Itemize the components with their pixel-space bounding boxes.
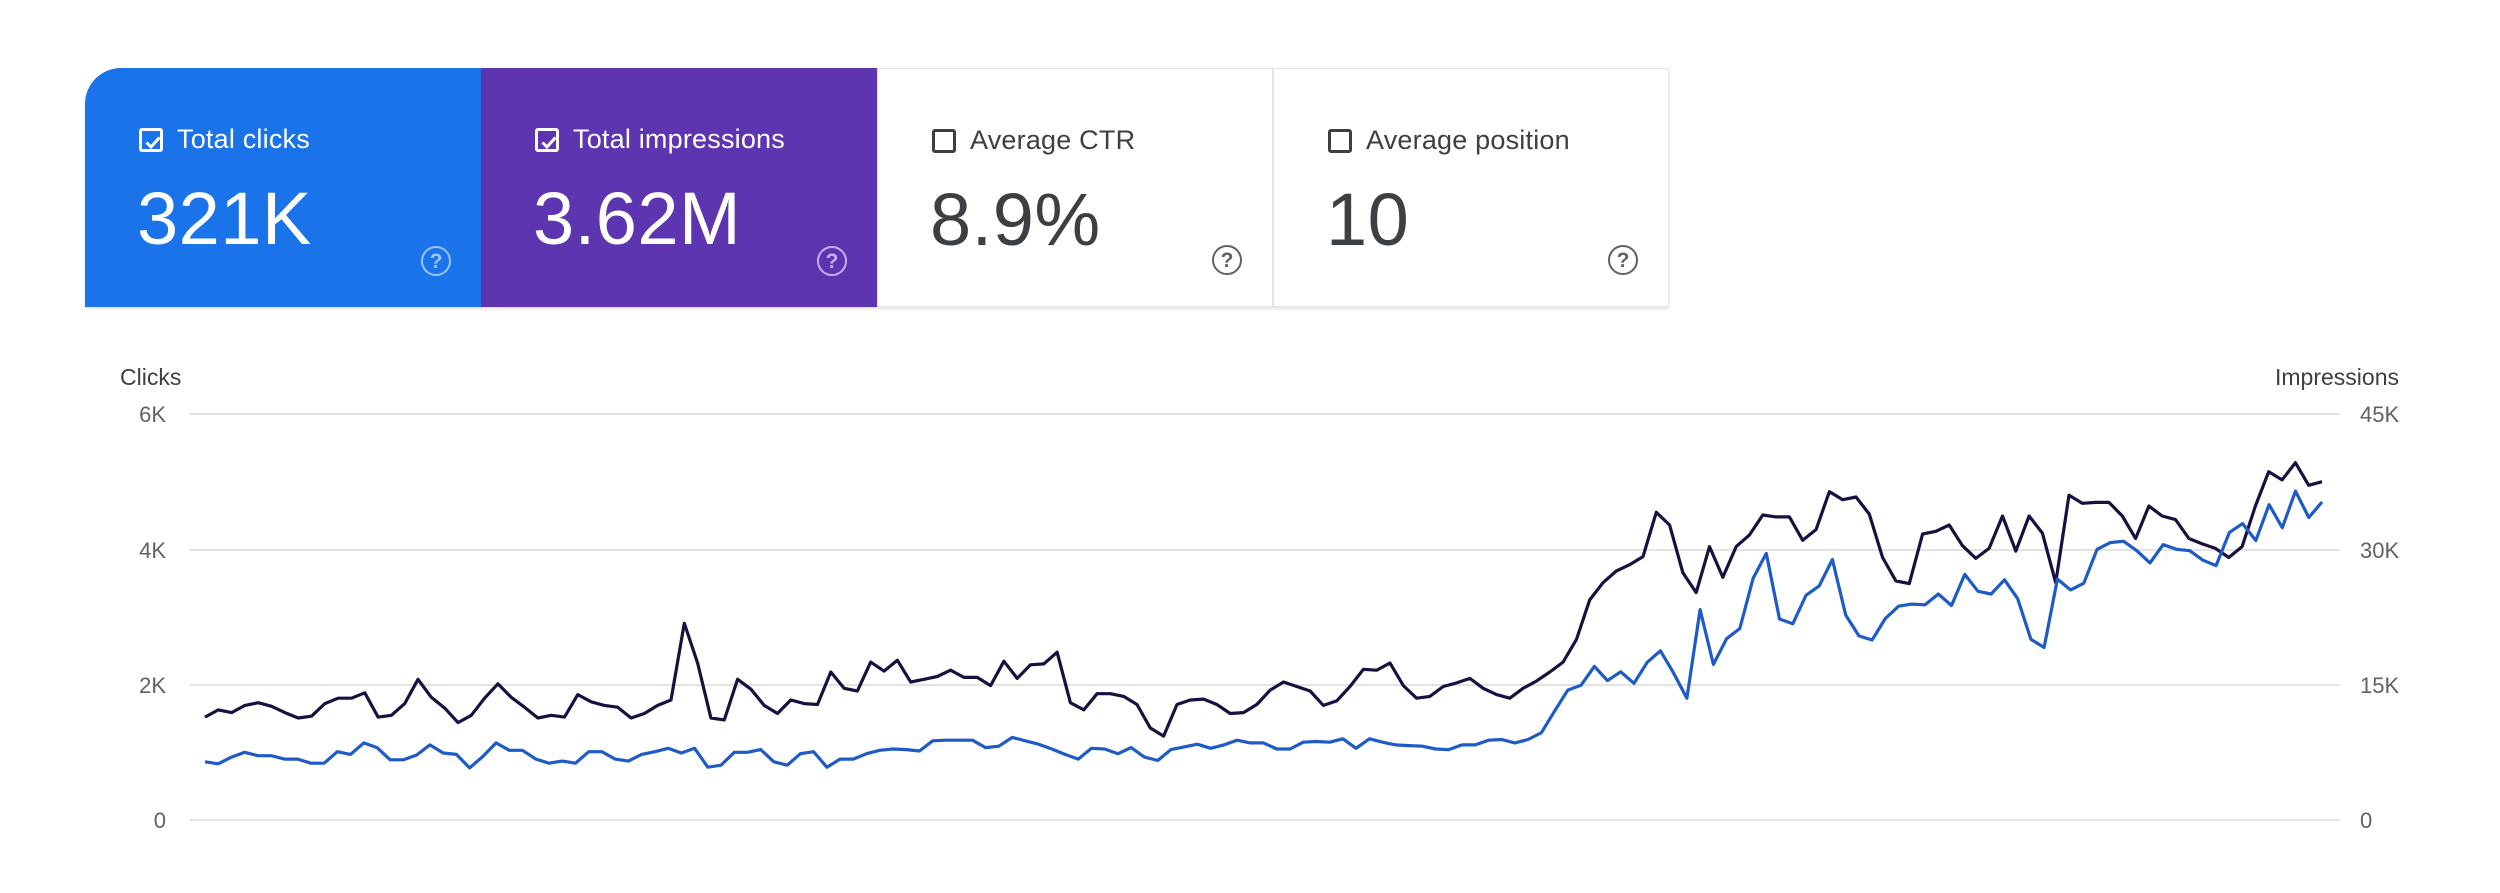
right-tick-45k: 45K bbox=[2360, 402, 2400, 427]
metric-value: 8.9% bbox=[930, 178, 1101, 261]
metric-value: 321K bbox=[137, 177, 312, 260]
impressions-line bbox=[204, 461, 2323, 738]
metric-card-average-position[interactable]: Average position 10? bbox=[1273, 68, 1669, 307]
metric-card-average-ctr[interactable]: Average CTR 8.9%? bbox=[877, 68, 1273, 307]
metric-card-label-row: Average position bbox=[1328, 125, 1570, 156]
left-tick-0: 0 bbox=[153, 808, 166, 833]
help-icon[interactable]: ? bbox=[1212, 245, 1242, 275]
checkbox-unchecked-icon[interactable] bbox=[932, 128, 956, 153]
left-axis-title: Clicks bbox=[120, 364, 182, 390]
left-tick-4k: 4K bbox=[139, 538, 166, 563]
metric-card-label-row: Average CTR bbox=[932, 125, 1135, 156]
right-tick-30k: 30K bbox=[2360, 538, 2400, 563]
metric-card-label-row: Total clicks bbox=[139, 124, 310, 155]
help-icon[interactable]: ? bbox=[817, 246, 847, 276]
right-tick-15k: 15K bbox=[2360, 673, 2400, 698]
left-tick-6k: 6K bbox=[139, 402, 166, 427]
metric-value: 3.62M bbox=[533, 177, 742, 260]
metric-label: Average CTR bbox=[970, 125, 1136, 155]
clicks-line bbox=[204, 489, 2324, 770]
right-tick-0: 0 bbox=[2360, 808, 2373, 833]
left-tick-2k: 2K bbox=[139, 673, 166, 698]
metric-label: Average position bbox=[1366, 125, 1570, 155]
gridlines bbox=[190, 413, 2340, 821]
right-axis-title: Impressions bbox=[2275, 364, 2399, 390]
metric-label: Total impressions bbox=[573, 124, 785, 154]
metric-card-total-impressions[interactable]: Total impressions 3.62M? bbox=[481, 68, 877, 307]
metric-value: 10 bbox=[1326, 178, 1410, 261]
metric-label: Total clicks bbox=[177, 124, 310, 154]
metric-card-total-clicks[interactable]: Total clicks 321K? bbox=[85, 68, 481, 307]
checkbox-checked-icon[interactable] bbox=[139, 127, 163, 152]
metric-cards: Total clicks 321K? Total impressions 3.62M?… bbox=[85, 68, 1669, 307]
checkbox-unchecked-icon[interactable] bbox=[1328, 128, 1352, 153]
help-icon[interactable]: ? bbox=[1608, 245, 1638, 275]
metric-card-label-row: Total impressions bbox=[535, 124, 785, 155]
help-icon[interactable]: ? bbox=[421, 246, 451, 276]
checkbox-checked-icon[interactable] bbox=[535, 127, 559, 152]
